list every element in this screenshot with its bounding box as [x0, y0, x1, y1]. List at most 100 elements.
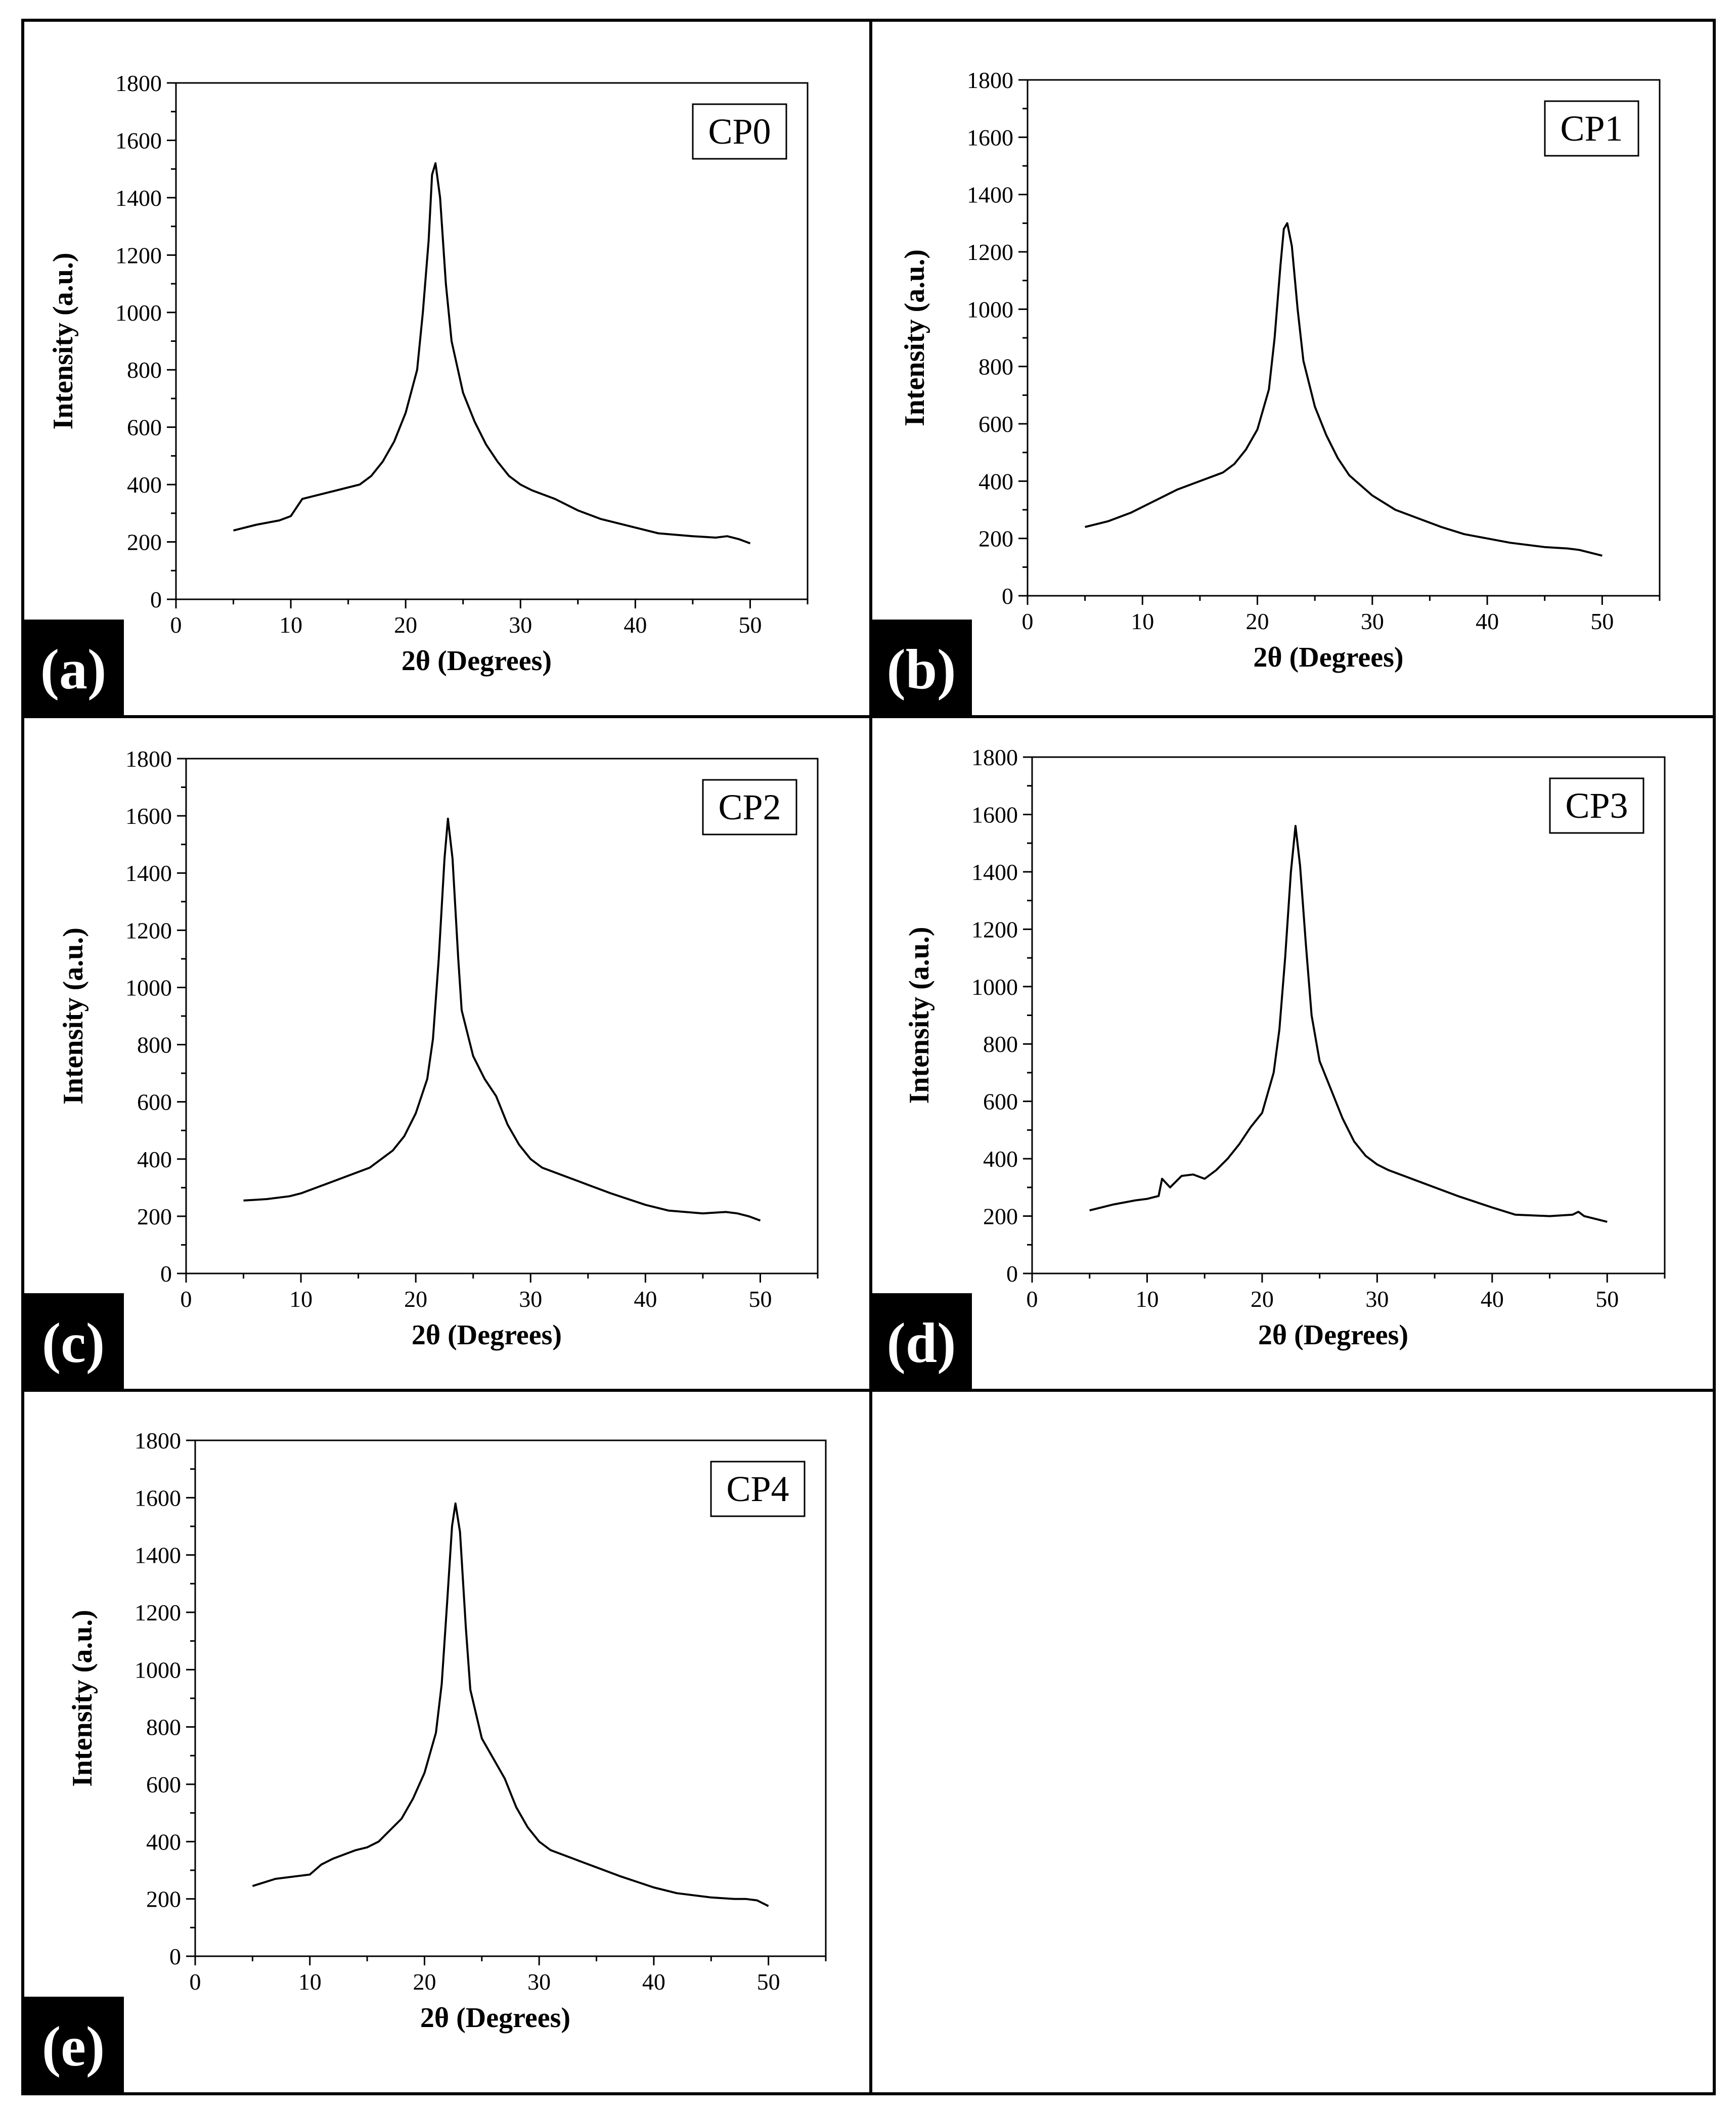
- panel-letter: (c): [42, 1312, 105, 1375]
- y-tick-label: 1200: [135, 1600, 181, 1625]
- y-axis-title: Intensity (a.u.): [67, 1610, 98, 1787]
- y-tick-label: 1000: [967, 296, 1013, 322]
- y-tick-label: 600: [978, 411, 1013, 437]
- x-tick-label: 20: [1251, 1286, 1274, 1312]
- series-line-cp2: [243, 817, 761, 1222]
- y-tick-label: 200: [137, 1204, 172, 1229]
- y-tick-label: 1000: [971, 974, 1018, 1000]
- y-tick-label: 0: [1006, 1261, 1018, 1287]
- y-tick-label: 200: [983, 1204, 1018, 1229]
- panel-3: 0 10 20 30 40 50 0 200 400 600 800 1000 1200 1400 1600…: [23, 746, 819, 1390]
- sample-label-box: [1544, 100, 1639, 157]
- y-axis-title: Intensity (a.u.): [58, 928, 89, 1105]
- x-tick-label: 50: [738, 612, 762, 638]
- y-tick-label: 1200: [115, 242, 162, 268]
- y-tick-label: 600: [983, 1089, 1018, 1115]
- y-axis-title: Intensity (a.u.): [899, 249, 930, 426]
- x-tick-label: 20: [404, 1286, 427, 1312]
- panel-letter: (e): [42, 2015, 105, 2078]
- sample-label-box: [692, 103, 787, 160]
- x-tick-label: 0: [181, 1286, 192, 1312]
- y-axis-title: Intensity (a.u.): [48, 252, 79, 429]
- sample-label: CP1: [1560, 108, 1623, 149]
- y-tick-label: 400: [983, 1146, 1018, 1172]
- y-tick-label: 1400: [967, 182, 1013, 208]
- x-tick-label: 20: [413, 1969, 436, 1995]
- y-tick-label: 1600: [967, 124, 1013, 150]
- x-tick-label: 0: [170, 612, 182, 638]
- sample-label: CP2: [718, 787, 781, 827]
- series-line-cp4: [252, 1502, 769, 1907]
- y-tick-label: 1400: [125, 860, 172, 886]
- series-line-cp3: [1089, 825, 1608, 1223]
- y-tick-label: 1800: [135, 1428, 181, 1454]
- x-tick-label: 40: [642, 1969, 665, 1995]
- x-tick-label: 10: [279, 612, 302, 638]
- x-axis-title: 2θ (Degrees): [412, 1319, 562, 1351]
- y-tick-label: 1800: [971, 744, 1018, 770]
- x-tick-label: 10: [298, 1969, 322, 1995]
- y-tick-label: 1400: [115, 185, 162, 211]
- y-tick-label: 1200: [971, 916, 1018, 942]
- x-axis-title: 2θ (Degrees): [1253, 642, 1403, 673]
- x-tick-label: 30: [1361, 608, 1384, 634]
- x-axis-title: 2θ (Degrees): [402, 645, 552, 677]
- y-tick-label: 800: [146, 1714, 181, 1740]
- x-tick-label: 50: [1595, 1286, 1619, 1312]
- y-tick-label: 200: [978, 526, 1013, 552]
- panel-1: 0 10 20 30 40 50 0 200 400 600 800 1000 1200 1400 1600…: [23, 70, 809, 717]
- plot-area: [185, 758, 819, 1274]
- x-tick-label: 20: [394, 612, 417, 638]
- x-tick-label: 30: [1365, 1286, 1389, 1312]
- y-tick-label: 0: [169, 1944, 181, 1969]
- plot-area: [1027, 79, 1661, 597]
- panel-4: 0 10 20 30 40 50 0 200 400 600 800 1000 1200 1400 1600…: [871, 744, 1666, 1390]
- y-tick-label: 1400: [971, 859, 1018, 885]
- panel-letter-badge: [23, 1997, 124, 2094]
- x-tick-label: 40: [1476, 608, 1499, 634]
- x-tick-label: 10: [1135, 1286, 1159, 1312]
- figure-frame: [21, 19, 1716, 2095]
- y-tick-label: 400: [978, 468, 1013, 494]
- x-tick-label: 0: [1022, 608, 1034, 634]
- x-tick-label: 30: [519, 1286, 542, 1312]
- x-tick-label: 30: [509, 612, 532, 638]
- panel-letter-badge: [23, 620, 124, 717]
- x-tick-label: 30: [527, 1969, 551, 1995]
- y-tick-label: 400: [137, 1147, 172, 1172]
- y-tick-label: 0: [150, 587, 162, 612]
- y-tick-label: 1800: [125, 746, 172, 772]
- panel-letter: (b): [887, 638, 956, 701]
- y-tick-label: 1200: [125, 917, 172, 943]
- y-tick-label: 200: [127, 530, 162, 555]
- y-tick-label: 800: [137, 1032, 172, 1058]
- panel-letter-badge: [871, 620, 972, 717]
- y-tick-label: 1800: [115, 70, 162, 96]
- y-tick-label: 600: [146, 1772, 181, 1797]
- x-tick-label: 40: [1481, 1286, 1504, 1312]
- y-tick-label: 600: [127, 415, 162, 441]
- plot-area: [194, 1439, 827, 1957]
- x-tick-label: 10: [289, 1286, 313, 1312]
- series-line-cp0: [233, 162, 751, 545]
- y-tick-label: 1000: [135, 1657, 181, 1683]
- y-axis-title: Intensity (a.u.): [904, 927, 935, 1104]
- y-tick-label: 0: [160, 1261, 172, 1287]
- x-axis-title: 2θ (Degrees): [420, 2002, 570, 2034]
- y-tick-label: 800: [983, 1031, 1018, 1057]
- y-tick-label: 400: [127, 472, 162, 498]
- x-tick-label: 50: [748, 1286, 772, 1312]
- sample-label: CP4: [726, 1469, 789, 1509]
- y-tick-label: 1600: [135, 1485, 181, 1511]
- y-tick-label: 1600: [971, 802, 1018, 827]
- x-tick-label: 0: [190, 1969, 201, 1995]
- x-tick-label: 50: [1590, 608, 1614, 634]
- x-tick-label: 50: [757, 1969, 780, 1995]
- y-tick-label: 1000: [125, 975, 172, 1000]
- y-tick-label: 1400: [135, 1543, 181, 1568]
- x-axis-title: 2θ (Degrees): [1258, 1319, 1408, 1351]
- plot-area: [1031, 756, 1666, 1274]
- y-tick-label: 600: [137, 1089, 172, 1115]
- series-line-cp1: [1085, 222, 1603, 557]
